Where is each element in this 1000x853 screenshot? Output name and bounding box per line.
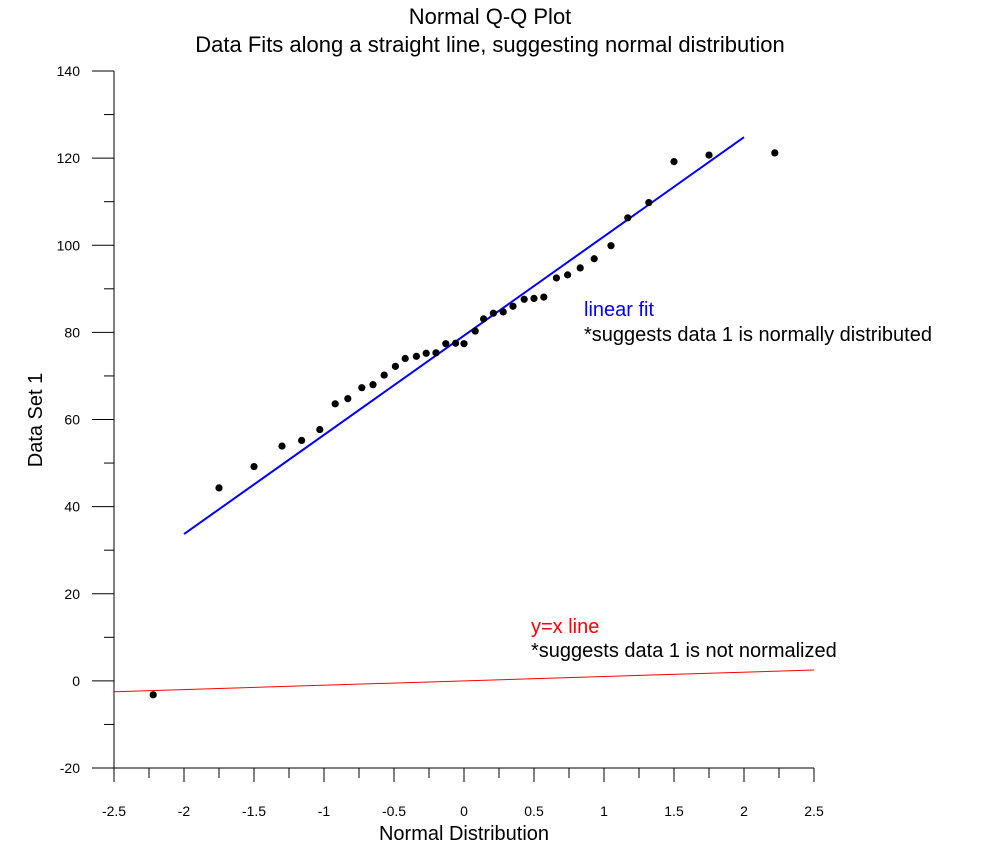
x-tick-label: -0.5	[382, 803, 406, 819]
data-point	[422, 349, 430, 357]
yx-line-note: *suggests data 1 is not normalized	[531, 640, 837, 662]
data-point	[489, 309, 497, 317]
y-equals-x-line	[113, 669, 815, 693]
data-point	[670, 158, 678, 166]
data-point	[590, 255, 598, 263]
data-point	[298, 436, 306, 445]
chart-title: Normal Q-Q Plot	[409, 4, 572, 29]
data-point	[149, 691, 157, 699]
data-point	[369, 381, 377, 389]
data-point	[331, 400, 339, 408]
data-point	[250, 462, 258, 471]
data-point	[215, 484, 223, 492]
data-point	[564, 271, 572, 279]
x-tick-label: -2.5	[102, 803, 126, 819]
x-axis-label: Normal Distribution	[379, 823, 549, 845]
data-points	[149, 149, 779, 699]
data-point	[316, 425, 324, 434]
data-point	[380, 371, 388, 379]
y-tick-label: 0	[72, 673, 80, 689]
data-point	[509, 302, 517, 310]
x-tick-label: 0.5	[524, 803, 544, 819]
x-tick-label: 2	[740, 803, 748, 819]
data-point	[552, 274, 561, 282]
data-point	[401, 354, 409, 363]
y-tick-label: 120	[57, 150, 81, 166]
data-point	[432, 349, 440, 357]
y-tick-label: 80	[64, 324, 80, 340]
y-tick-label: 140	[57, 63, 81, 79]
y-axis-label: Data Set 1	[25, 373, 47, 468]
data-point	[645, 198, 653, 207]
data-point	[344, 394, 352, 403]
x-tick-label: 1	[600, 803, 608, 819]
linear-fit-label: linear fit	[584, 299, 654, 321]
data-point	[391, 362, 399, 370]
y-tick-label: 40	[64, 499, 80, 515]
data-point	[520, 295, 528, 303]
x-tick-label: 0	[460, 803, 468, 819]
data-point	[705, 151, 713, 159]
x-tick-label: 1.5	[664, 803, 684, 819]
data-point	[358, 384, 366, 392]
y-tick-label: 60	[64, 412, 80, 428]
data-point	[442, 340, 450, 348]
data-point	[607, 242, 615, 250]
data-point	[471, 327, 479, 335]
fit-lines	[113, 136, 815, 693]
data-point	[540, 293, 548, 301]
data-point	[412, 352, 420, 360]
y-tick-label: -20	[60, 760, 80, 776]
data-point	[278, 442, 286, 450]
x-tick-label: 2.5	[804, 803, 824, 819]
chart-subtitle: Data Fits along a straight line, suggest…	[195, 32, 784, 57]
x-tick-label: -2	[178, 803, 191, 819]
x-tick-label: -1	[318, 803, 331, 819]
yx-line-label: y=x line	[531, 616, 599, 638]
x-tick-label: -1.5	[242, 803, 266, 819]
data-point	[499, 308, 507, 316]
data-point	[460, 340, 468, 348]
linear-fit-note: *suggests data 1 is normally distributed	[584, 324, 932, 346]
y-tick-label: 100	[57, 237, 81, 253]
data-point	[771, 149, 779, 157]
data-point	[452, 339, 460, 347]
annotations: linear fit *suggests data 1 is normally …	[531, 299, 932, 662]
data-point	[624, 214, 632, 222]
data-point	[480, 315, 488, 323]
y-tick-label: 20	[64, 586, 80, 602]
data-point	[530, 294, 538, 302]
axis-ticks: -2.5 -2 -1.5 -1 -0.5 0 0.5 1 1.5 2 2.5 -20 0 20 40 60 80…	[57, 63, 824, 819]
data-point	[576, 264, 584, 272]
